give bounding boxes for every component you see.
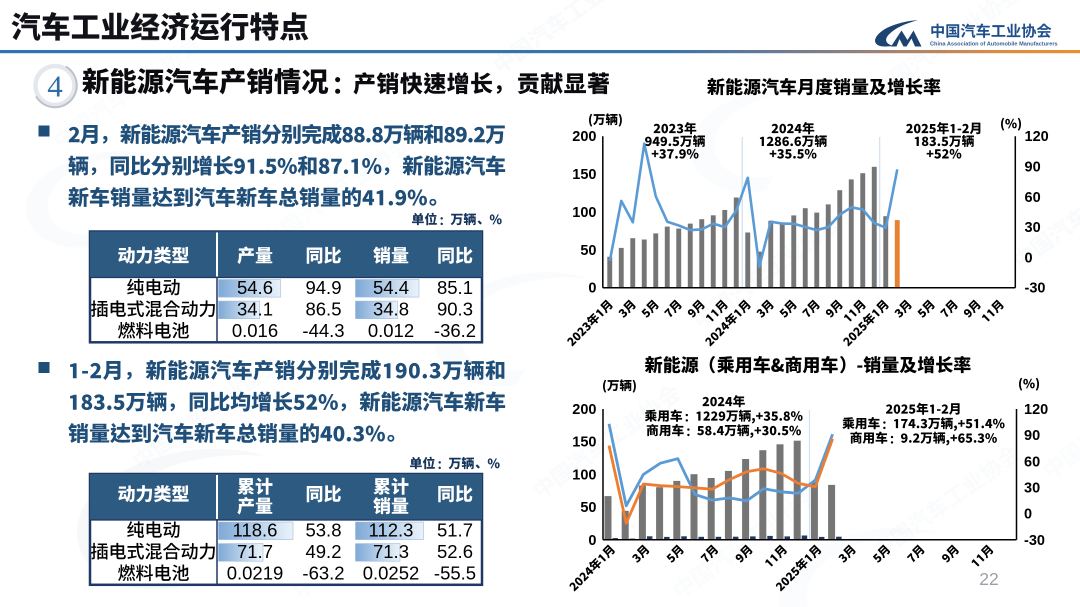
svg-text:90: 90 bbox=[1025, 160, 1041, 176]
svg-text:0.012: 0.012 bbox=[368, 320, 414, 341]
svg-text:50: 50 bbox=[580, 500, 596, 516]
svg-text:90.3: 90.3 bbox=[437, 299, 473, 320]
svg-text:85.1: 85.1 bbox=[437, 277, 473, 298]
svg-text:China Association of Automobil: China Association of Automobile Manufact… bbox=[930, 42, 1058, 48]
svg-text:100: 100 bbox=[572, 205, 596, 221]
svg-text:-30: -30 bbox=[1025, 281, 1046, 297]
svg-text:200: 200 bbox=[572, 402, 596, 418]
svg-text:60: 60 bbox=[1024, 454, 1040, 470]
svg-text:34.8: 34.8 bbox=[373, 299, 409, 320]
svg-text:54.6: 54.6 bbox=[237, 277, 273, 298]
svg-text:0: 0 bbox=[588, 533, 596, 549]
svg-text:53.8: 53.8 bbox=[305, 519, 341, 540]
svg-text:120: 120 bbox=[1025, 129, 1049, 145]
svg-text:100: 100 bbox=[572, 467, 596, 483]
svg-text:0: 0 bbox=[1025, 250, 1033, 266]
svg-text:150: 150 bbox=[572, 167, 596, 183]
svg-text:118.6: 118.6 bbox=[233, 519, 278, 540]
svg-text:30: 30 bbox=[1024, 481, 1040, 497]
svg-text:150: 150 bbox=[572, 435, 596, 451]
svg-text:60: 60 bbox=[1025, 190, 1041, 206]
svg-text:-36.2: -36.2 bbox=[434, 320, 476, 341]
svg-text:-30: -30 bbox=[1024, 533, 1045, 549]
svg-text:0.016: 0.016 bbox=[232, 320, 278, 341]
svg-text:200: 200 bbox=[572, 129, 596, 145]
svg-text:51.7: 51.7 bbox=[437, 519, 473, 540]
svg-text:112.3: 112.3 bbox=[369, 519, 414, 540]
svg-text:0.0252: 0.0252 bbox=[363, 563, 420, 584]
svg-text:4: 4 bbox=[47, 69, 63, 104]
svg-text:90: 90 bbox=[1024, 428, 1040, 444]
svg-text:30: 30 bbox=[1025, 220, 1041, 236]
svg-text:71.3: 71.3 bbox=[373, 541, 409, 562]
svg-text:94.9: 94.9 bbox=[305, 277, 341, 298]
svg-text:71.7: 71.7 bbox=[237, 541, 273, 562]
svg-text:-55.5: -55.5 bbox=[434, 563, 476, 584]
svg-text:-63.2: -63.2 bbox=[302, 563, 344, 584]
svg-text:22: 22 bbox=[979, 569, 998, 589]
svg-text:49.2: 49.2 bbox=[305, 541, 341, 562]
svg-text:34.1: 34.1 bbox=[237, 299, 273, 320]
svg-text:50: 50 bbox=[580, 243, 596, 259]
svg-text:54.4: 54.4 bbox=[373, 277, 409, 298]
svg-text:0.0219: 0.0219 bbox=[227, 563, 284, 584]
svg-text:-44.3: -44.3 bbox=[302, 320, 344, 341]
svg-text:52.6: 52.6 bbox=[437, 541, 473, 562]
svg-text:120: 120 bbox=[1024, 402, 1048, 418]
svg-text:0: 0 bbox=[1024, 507, 1032, 523]
svg-text:86.5: 86.5 bbox=[305, 299, 341, 320]
svg-text:0: 0 bbox=[588, 281, 596, 297]
